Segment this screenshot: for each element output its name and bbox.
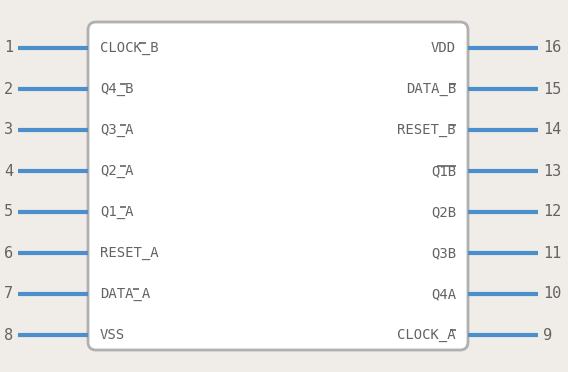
Text: 15: 15	[543, 81, 561, 96]
Text: Q2B: Q2B	[431, 205, 456, 219]
Text: 1: 1	[4, 41, 13, 55]
Text: RESET_A: RESET_A	[100, 246, 158, 260]
Text: 5: 5	[4, 205, 13, 219]
Text: 13: 13	[543, 164, 561, 179]
Text: 7: 7	[4, 286, 13, 301]
Text: 4: 4	[4, 164, 13, 179]
Text: 10: 10	[543, 286, 561, 301]
Text: 3: 3	[4, 122, 13, 138]
Text: DATA_A: DATA_A	[100, 287, 151, 301]
Text: Q3_A: Q3_A	[100, 123, 133, 137]
Text: CLOCK_B: CLOCK_B	[100, 41, 158, 55]
Text: DATA_B: DATA_B	[406, 82, 456, 96]
Text: 9: 9	[543, 327, 552, 343]
Text: RESET_B: RESET_B	[398, 123, 456, 137]
Text: Q3B: Q3B	[431, 246, 456, 260]
Text: VSS: VSS	[100, 328, 125, 342]
Text: Q1B: Q1B	[431, 164, 456, 178]
FancyBboxPatch shape	[88, 22, 468, 350]
Text: Q4A: Q4A	[431, 287, 456, 301]
Text: 16: 16	[543, 41, 561, 55]
Text: Q2_A: Q2_A	[100, 164, 133, 178]
Text: VDD: VDD	[431, 41, 456, 55]
Text: CLOCK_A: CLOCK_A	[398, 328, 456, 342]
Text: 6: 6	[4, 246, 13, 260]
Text: 8: 8	[4, 327, 13, 343]
Text: 12: 12	[543, 205, 561, 219]
Text: Q1_A: Q1_A	[100, 205, 133, 219]
Text: 11: 11	[543, 246, 561, 260]
Text: 2: 2	[4, 81, 13, 96]
Text: Q4_B: Q4_B	[100, 82, 133, 96]
Text: 14: 14	[543, 122, 561, 138]
